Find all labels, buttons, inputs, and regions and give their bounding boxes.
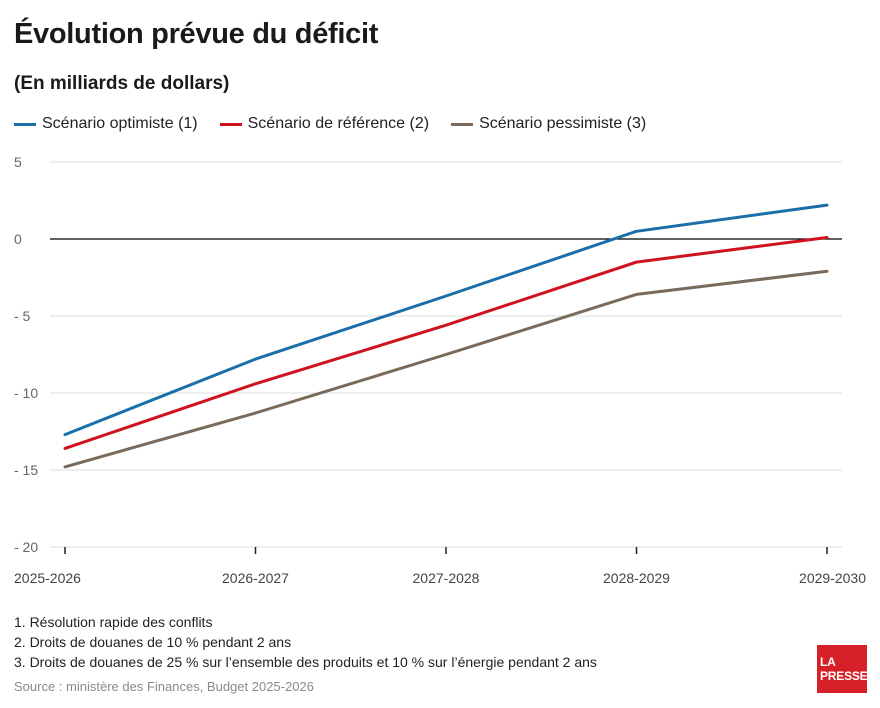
y-tick-label: 5 [14, 154, 22, 170]
x-tick-label: 2029-2030 [799, 570, 866, 586]
y-tick-label: - 15 [14, 462, 38, 478]
x-tick-label: 2028-2029 [603, 570, 670, 586]
footnote-3: 3. Droits de douanes de 25 % sur l’ensem… [14, 654, 597, 670]
grid-lines [50, 161, 842, 548]
legend-swatch-pessimiste [451, 122, 474, 126]
chart-title: Évolution prévue du déficit [14, 18, 379, 50]
x-tick-label: 2026-2027 [222, 570, 289, 586]
x-tick-label: 2027-2028 [413, 570, 480, 586]
y-tick-label: - 10 [14, 385, 38, 401]
series-line-3 [63, 269, 829, 469]
legend: Scénario optimiste (1) Scénario de référ… [14, 115, 668, 133]
y-tick-label: 0 [14, 231, 22, 247]
legend-swatch-reference [219, 122, 242, 126]
source-note: Source : ministère des Finances, Budget … [14, 679, 314, 694]
series-line-2 [63, 236, 829, 450]
la-presse-logo: LA PRESSE [817, 645, 868, 693]
footnote-1: 1. Résolution rapide des conflits [14, 614, 213, 630]
series-lines [63, 203, 829, 469]
legend-label-pessimiste: Scénario pessimiste (3) [479, 115, 647, 132]
y-axis-ticks: 5 0 - 5 - 10 - 15 - 20 [14, 154, 38, 555]
legend-item-pessimiste: Scénario pessimiste (3) [451, 115, 646, 133]
logo-line-2: PRESSE [820, 669, 868, 683]
chart-subtitle: (En milliards de dollars) [14, 73, 230, 94]
footnote-2: 2. Droits de douanes de 10 % pendant 2 a… [14, 634, 292, 650]
legend-label-reference: Scénario de référence (2) [247, 115, 430, 132]
y-tick-label: - 20 [14, 539, 38, 555]
x-tick-label: 2025-2026 [14, 570, 81, 586]
legend-swatch-optimiste [14, 122, 36, 126]
footnotes: 1. Résolution rapide des conflits 2. Dro… [14, 612, 597, 672]
legend-item-optimiste: Scénario optimiste (1) [14, 115, 198, 133]
legend-item-reference: Scénario de référence (2) [219, 115, 430, 133]
x-axis-ticks: 2025-2026 2026-2027 2027-2028 2028-2029 2029… [14, 547, 866, 586]
line-chart: 5 0 - 5 - 10 - 15 - 20 2025-2026 2026-2027 2027… [14, 154, 866, 586]
y-tick-label: - 5 [14, 308, 31, 324]
series-line-1 [63, 203, 829, 437]
logo-line-1: LA [820, 655, 836, 669]
legend-label-optimiste: Scénario optimiste (1) [42, 115, 198, 132]
